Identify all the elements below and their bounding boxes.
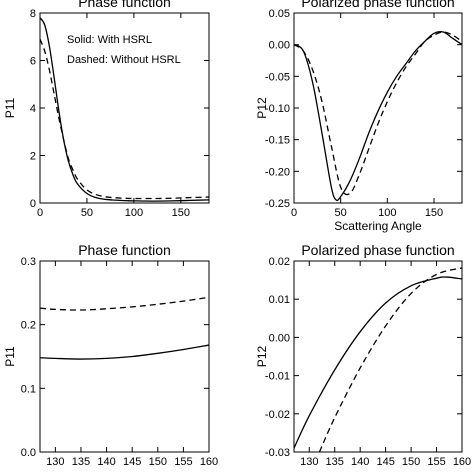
panel4-series-with-hsrl-line xyxy=(294,276,462,449)
panel4-ytick-label: 0.02 xyxy=(269,256,290,268)
panel4-xtick-label: 155 xyxy=(427,456,445,468)
panel4-ytick-label: -0.03 xyxy=(265,447,290,459)
panel2-xtick-label: 100 xyxy=(378,207,396,219)
panel1-ytick-label: 8 xyxy=(30,8,36,20)
panel3-xtick-label: 145 xyxy=(123,456,141,468)
panel4-xtick-label: 130 xyxy=(300,456,318,468)
panel3-ylabel: P11 xyxy=(3,346,17,367)
panel2-series-with-hsrl-line xyxy=(294,30,462,202)
panel4-title: Polarized phase function xyxy=(301,242,454,258)
panel1-xtick-label: 100 xyxy=(125,207,143,219)
panel2-ylabel: P12 xyxy=(255,97,269,119)
panel2-ytick-label: -0.20 xyxy=(265,166,290,178)
panel4-ylabel: P12 xyxy=(255,346,269,368)
panel2-xtick-label: 50 xyxy=(335,207,347,219)
panel4-xtick-label: 145 xyxy=(376,456,394,468)
panel2-ytick-label: -0.25 xyxy=(265,198,290,210)
panel1-ytick-label: 4 xyxy=(30,103,36,115)
panel1-series-with-hsrl-line xyxy=(40,17,209,202)
panel3-ytick-label: 0.1 xyxy=(21,383,36,395)
panel1-ytick-label: 2 xyxy=(30,151,36,163)
panel4-ytick-label: 0.00 xyxy=(269,332,290,344)
panel2-xtick-label: 150 xyxy=(425,207,443,219)
panel3-ytick-label: 0.3 xyxy=(21,256,36,268)
panel4-ytick-label: -0.01 xyxy=(265,371,290,383)
panel3-xtick-label: 135 xyxy=(72,456,90,468)
panel2-xtick-label: 0 xyxy=(291,207,297,219)
panel3-frame xyxy=(39,260,210,453)
panel4-xtick-label: 150 xyxy=(402,456,420,468)
panel2-xlabel: Scattering Angle xyxy=(334,219,422,233)
panel1-title: Phase function xyxy=(78,0,171,10)
panel2-ytick-label: -0.15 xyxy=(265,135,290,147)
panel4-xtick-label: 160 xyxy=(453,456,471,468)
panel1-ytick-label: 0 xyxy=(30,198,36,210)
panel3-xtick-label: 160 xyxy=(200,456,218,468)
panel3-title: Phase function xyxy=(78,242,171,258)
panel3-ytick-label: 0.2 xyxy=(21,320,36,332)
panel4-ytick-label: -0.02 xyxy=(265,409,290,421)
panel3-xtick-label: 130 xyxy=(46,456,64,468)
panel1-ylabel: P11 xyxy=(3,97,17,118)
panel4-frame xyxy=(293,260,463,453)
panel1-xtick-label: 0 xyxy=(37,207,43,219)
panel3-xtick-label: 150 xyxy=(149,456,167,468)
panel2-series-without-hsrl-line xyxy=(294,31,462,196)
panel4-xtick-label: 135 xyxy=(326,456,344,468)
panel2-title: Polarized phase function xyxy=(301,0,454,10)
panel3-xtick-label: 140 xyxy=(97,456,115,468)
panel4-xtick-label: 140 xyxy=(351,456,369,468)
panel1-ytick-label: 6 xyxy=(30,56,36,68)
panel4-ytick-label: 0.01 xyxy=(269,294,290,306)
panel1-legend-entry: Dashed: Without HSRL xyxy=(67,54,181,66)
panel3-xtick-label: 155 xyxy=(174,456,192,468)
panel3-ytick-label: 0.0 xyxy=(21,447,36,459)
panel2-ytick-label: -0.10 xyxy=(265,103,290,115)
panel3-series-without-hsrl-line xyxy=(40,296,209,311)
panel1-xtick-label: 50 xyxy=(81,207,93,219)
panel2-ytick-label: -0.05 xyxy=(265,71,290,83)
panel2-frame xyxy=(293,12,463,204)
panel2-ytick-label: 0.05 xyxy=(269,8,290,20)
panel3-series-with-hsrl-line xyxy=(40,344,209,360)
panel4-series-without-hsrl-line xyxy=(318,267,462,452)
panel1-xtick-label: 150 xyxy=(172,207,190,219)
panel1-legend-entry: Solid: With HSRL xyxy=(67,34,152,46)
panel2-ytick-label: 0.00 xyxy=(269,40,290,52)
